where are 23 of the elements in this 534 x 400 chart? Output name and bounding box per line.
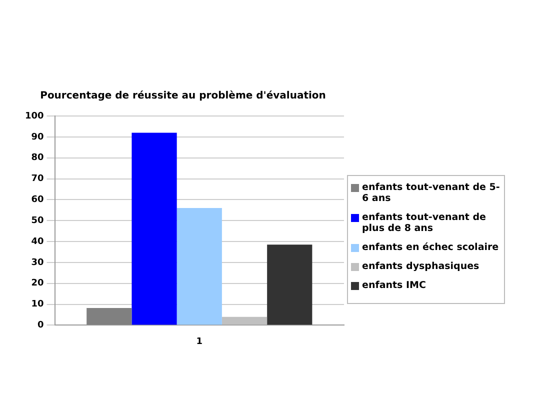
chart-title: Pourcentage de réussite au problème d'évaluation — [40, 90, 326, 102]
y-tick-label: 20 — [31, 278, 44, 289]
y-tick-label: 30 — [31, 258, 44, 268]
y-tick-label: 50 — [31, 216, 44, 226]
y-tick-label: 100 — [24, 111, 44, 122]
y-tick-label: 10 — [31, 300, 44, 310]
legend-label: enfants tout-venant de plus de 8 ans — [362, 212, 487, 234]
y-tick-label: 60 — [31, 195, 44, 206]
bar — [267, 244, 312, 325]
legend-label: enfants dysphasiques — [362, 261, 480, 272]
y-tick-label: 90 — [31, 132, 44, 142]
x-tick-label: 1 — [196, 336, 203, 347]
bar — [86, 308, 132, 325]
y-tick-label: 70 — [31, 174, 44, 184]
legend-label: enfants en échec scolaire — [362, 242, 499, 253]
legend-label: enfants IMC — [362, 280, 426, 291]
y-tick-label: 0 — [38, 320, 44, 331]
bar — [176, 208, 222, 325]
bar — [222, 316, 268, 325]
y-tick-label: 80 — [31, 153, 44, 164]
y-tick-label: 40 — [31, 236, 44, 247]
legend-label: enfants tout-venant de 5-6 ans — [362, 182, 501, 204]
bar — [132, 132, 177, 325]
